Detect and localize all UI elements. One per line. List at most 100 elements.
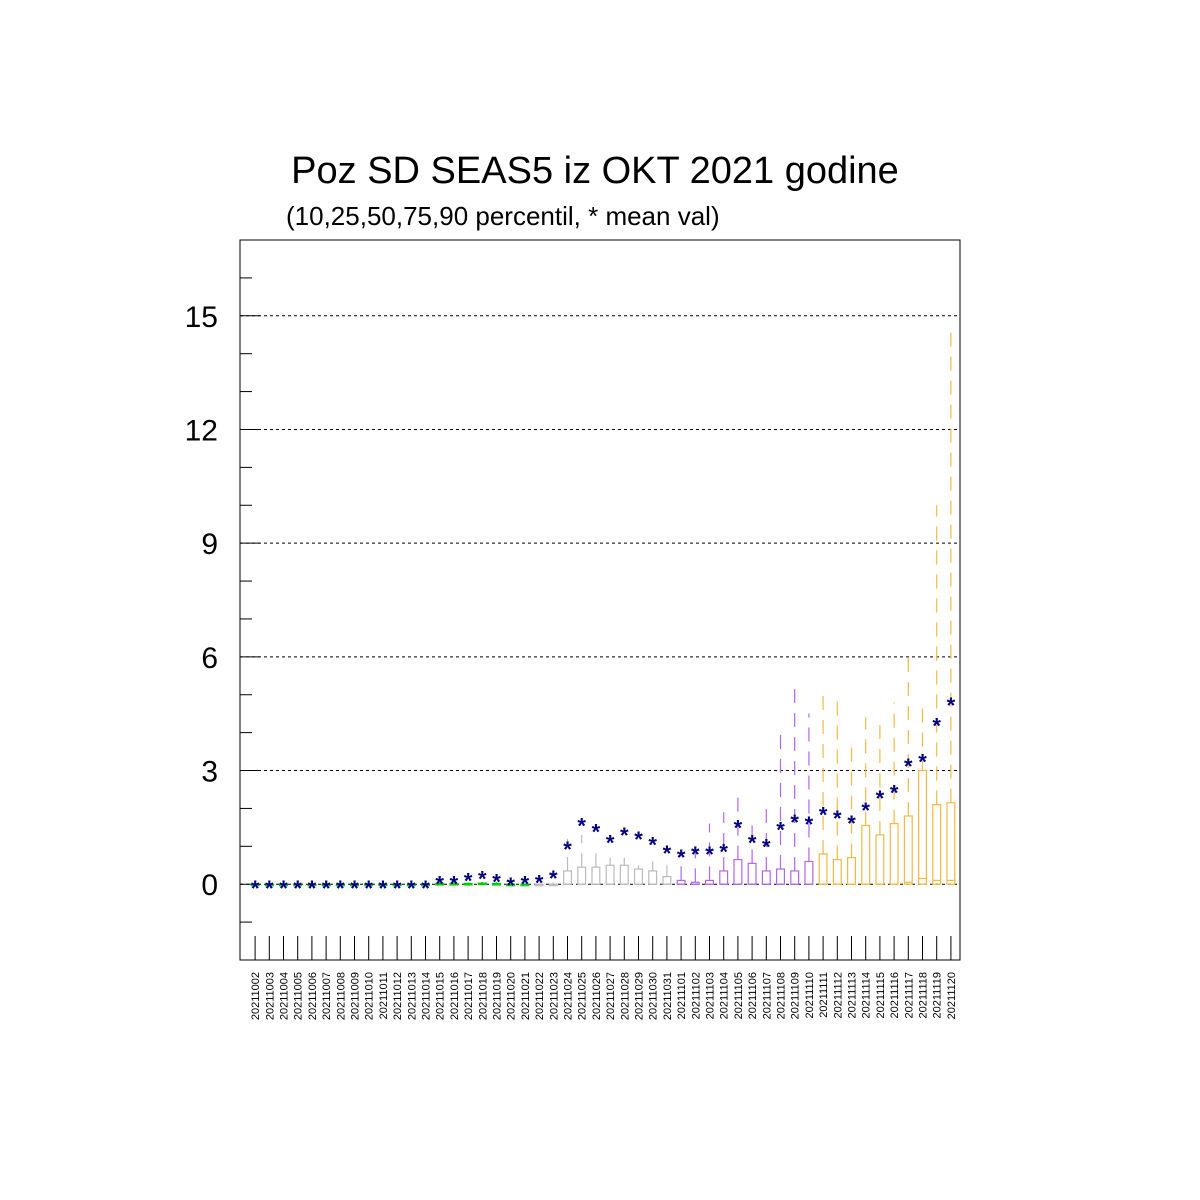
- mean-marker: *: [861, 798, 870, 823]
- x-tick-label: 20211012: [392, 972, 404, 1020]
- chart-title: Poz SD SEAS5 iz OKT 2021 godine: [291, 150, 899, 192]
- box-20211007: [321, 883, 331, 887]
- box-20211027: [605, 857, 615, 885]
- x-tick-label: 20211031: [662, 972, 674, 1020]
- box-20211104: [719, 812, 729, 885]
- box-20211108: [775, 725, 786, 885]
- x-tick-label: 20211108: [776, 972, 788, 1019]
- grid-lines: [240, 315, 960, 885]
- y-tick-label: 6: [201, 642, 218, 675]
- mean-marker: *: [407, 876, 416, 901]
- mean-marker: *: [549, 866, 558, 891]
- y-tick-label: 0: [201, 869, 218, 902]
- x-tick-label: 20211010: [364, 972, 376, 1020]
- x-tick-label: 20211019: [492, 972, 504, 1020]
- box-20211110: [804, 713, 814, 885]
- mean-marker: *: [748, 831, 757, 856]
- mean-marker: *: [535, 871, 544, 896]
- mean-marker: *: [293, 876, 302, 901]
- mean-marker: *: [819, 802, 828, 827]
- mean-marker: *: [663, 841, 672, 866]
- box-20211118: [917, 706, 928, 885]
- box-20211026: [591, 848, 601, 885]
- x-tick-label: 20211116: [889, 972, 901, 1019]
- x-tick-label: 20211020: [506, 972, 518, 1020]
- x-tick-label: 20211109: [790, 972, 802, 1019]
- x-tick-label: 20211026: [591, 972, 603, 1020]
- x-tick-label: 20211006: [307, 972, 319, 1020]
- box-20211028: [619, 857, 629, 885]
- x-tick-label: 20211102: [690, 972, 702, 1019]
- box-20211008: [335, 883, 345, 887]
- box-iqr: [648, 870, 658, 885]
- box-20211021: [520, 883, 530, 887]
- x-tick-label: 20211022: [534, 972, 546, 1020]
- x-tick-label: 20211103: [705, 972, 717, 1019]
- mean-marker: *: [265, 876, 274, 901]
- box-20211114: [861, 717, 871, 885]
- box-iqr: [733, 858, 743, 885]
- mean-marker: *: [847, 811, 856, 836]
- box-iqr: [591, 866, 601, 885]
- mean-marker: *: [876, 786, 885, 811]
- mean-marker: *: [904, 754, 913, 779]
- box-iqr: [605, 864, 615, 885]
- x-tick-label: 20211120: [946, 972, 958, 1019]
- mean-marker: *: [620, 823, 629, 848]
- x-tick-label: 20211013: [406, 972, 418, 1020]
- box-20211120: [946, 323, 956, 885]
- box-20211119: [932, 505, 942, 885]
- box-20211023: [548, 882, 558, 887]
- box-20211010: [364, 883, 374, 887]
- mean-marker: *: [506, 873, 515, 898]
- box-iqr: [719, 870, 729, 885]
- box-20211029: [633, 865, 644, 885]
- x-tick-label: 20211113: [847, 972, 859, 1019]
- box-iqr: [946, 802, 956, 885]
- mean-marker: *: [918, 749, 927, 774]
- mean-marker: *: [450, 871, 459, 896]
- x-tick-label: 20211118: [918, 972, 930, 1019]
- box-20211003: [264, 883, 274, 887]
- x-axis: 20211002 20211003 20211004 20211005 20211006…: [250, 936, 958, 1020]
- mean-marker: *: [393, 876, 402, 901]
- chart-subtitle: (10,25,50,75,90 percentil, * mean val): [286, 201, 720, 231]
- mean-marker: *: [251, 876, 260, 901]
- x-tick-label: 20211107: [761, 972, 773, 1019]
- x-tick-label: 20211015: [435, 972, 447, 1020]
- x-tick-label: 20211023: [548, 972, 560, 1020]
- x-tick-label: 20211002: [250, 972, 262, 1020]
- box-20211004: [278, 883, 289, 887]
- box-iqr: [932, 804, 942, 885]
- box-20211025: [577, 834, 587, 885]
- x-tick-label: 20211119: [932, 972, 944, 1019]
- box-iqr: [761, 870, 771, 885]
- box-20211116: [889, 702, 899, 885]
- box-20211031: [662, 865, 672, 885]
- mean-marker: *: [464, 869, 473, 894]
- box-iqr: [747, 862, 757, 885]
- mean-marker: *: [691, 842, 700, 867]
- box-iqr: [562, 870, 573, 885]
- box-20211102: [690, 846, 700, 885]
- mean-marker: *: [279, 876, 288, 901]
- x-tick-label: 20211112: [832, 972, 844, 1019]
- box-iqr: [790, 870, 800, 885]
- x-tick-label: 20211018: [477, 972, 489, 1020]
- mean-marker: *: [563, 837, 572, 862]
- box-iqr: [619, 864, 629, 885]
- x-tick-label: 20211028: [619, 972, 631, 1020]
- mean-marker: *: [364, 876, 373, 901]
- mean-marker: *: [705, 842, 714, 867]
- box-20211019: [491, 882, 502, 886]
- box-20211101: [676, 850, 686, 885]
- x-tick-label: 20211106: [747, 972, 759, 1019]
- x-tick-label: 20211111: [818, 972, 830, 1018]
- mean-marker: *: [308, 876, 317, 901]
- box-20211013: [406, 883, 416, 887]
- box-20211105: [733, 797, 743, 885]
- box-20211016: [449, 882, 459, 886]
- x-tick-label: 20211009: [350, 972, 362, 1020]
- x-tick-label: 20211101: [676, 972, 688, 1019]
